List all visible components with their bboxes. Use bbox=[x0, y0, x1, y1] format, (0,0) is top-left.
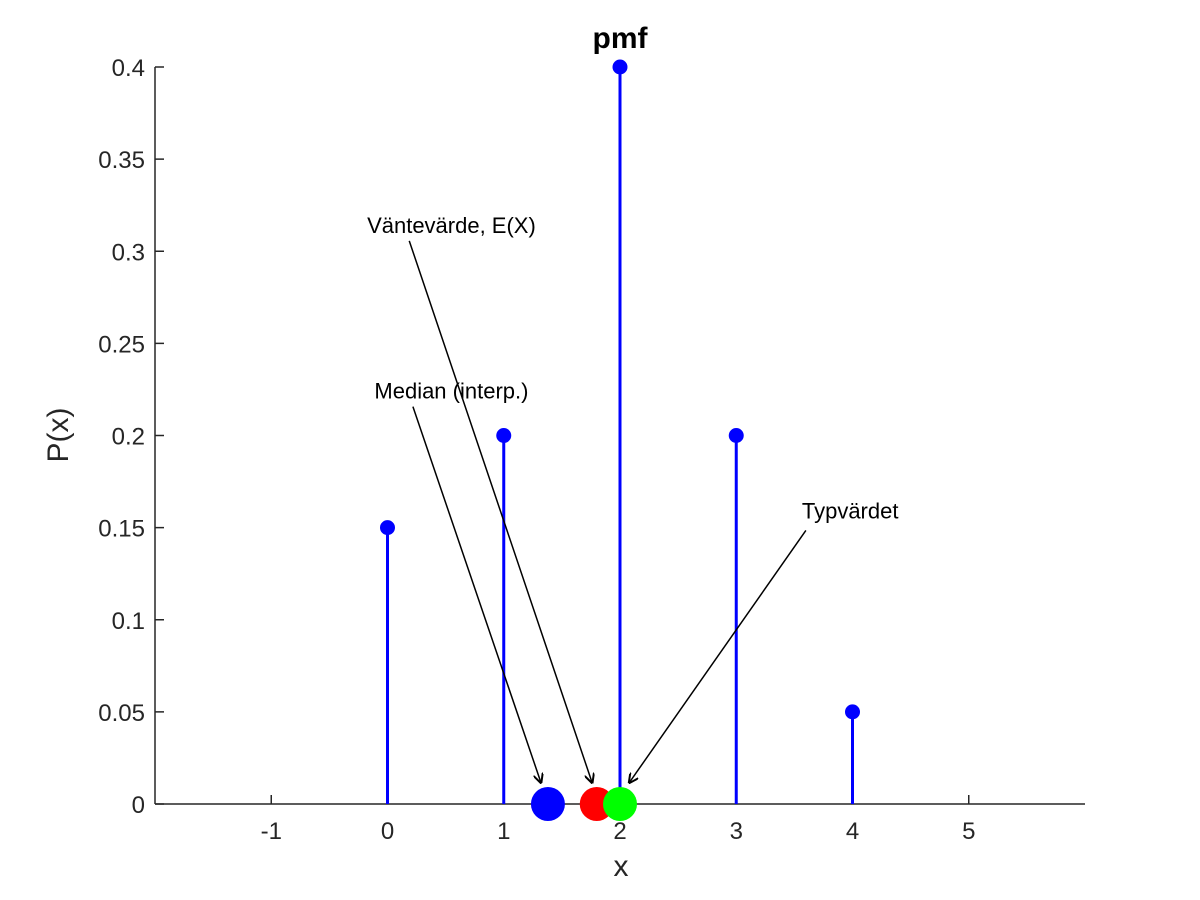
y-axis-label: P(x) bbox=[42, 408, 75, 463]
chart-title: pmf bbox=[593, 22, 649, 55]
y-tick-label: 0.4 bbox=[112, 55, 145, 82]
y-tick-label: 0.15 bbox=[98, 516, 145, 543]
x-tick-label: 3 bbox=[730, 818, 743, 845]
y-tick-label: 0.05 bbox=[98, 700, 145, 727]
x-tick-label: 1 bbox=[497, 818, 510, 845]
stem-point bbox=[380, 520, 395, 536]
median-annotation-label: Median (interp.) bbox=[374, 379, 528, 404]
x-tick-label: 4 bbox=[846, 818, 859, 845]
stems bbox=[380, 59, 860, 804]
y-tick-label: 0.3 bbox=[112, 239, 145, 266]
mean-annotation-label: Väntevärde, E(X) bbox=[367, 213, 536, 238]
y-tick-label: 0.2 bbox=[112, 424, 145, 451]
axes: -1 0 1 2 3 4 5 0 0.05 0.1 0.15 0.2 0.25 0.3 0.35 0.4 bbox=[98, 55, 1085, 845]
mean-annotation-arrow bbox=[408, 240, 592, 783]
mode-annotation-label: Typvärdet bbox=[802, 498, 899, 523]
median-marker bbox=[530, 787, 565, 821]
x-axis-label: x bbox=[614, 850, 629, 883]
mode-annotation-arrow bbox=[629, 529, 807, 782]
stem-point bbox=[612, 59, 628, 75]
mean-marker bbox=[579, 787, 614, 821]
y-tick-label: 0.25 bbox=[98, 331, 145, 358]
x-tick-label: -1 bbox=[261, 818, 282, 845]
stem-point bbox=[728, 428, 744, 443]
x-tick-label: 2 bbox=[613, 818, 626, 845]
x-tick-label: 5 bbox=[962, 818, 975, 845]
stem-point bbox=[496, 428, 512, 443]
y-tick-label: 0.1 bbox=[112, 608, 145, 635]
y-tick-label: 0 bbox=[132, 792, 145, 819]
mode-marker bbox=[603, 787, 637, 821]
annotations: Median (interp.) Väntevärde, E(X) Typvärde… bbox=[367, 213, 898, 783]
y-tick-label: 0.35 bbox=[98, 147, 145, 174]
summary-markers bbox=[530, 787, 637, 821]
stem-point bbox=[845, 704, 860, 720]
median-annotation-arrow bbox=[412, 406, 541, 783]
x-tick-label: 0 bbox=[381, 818, 394, 845]
